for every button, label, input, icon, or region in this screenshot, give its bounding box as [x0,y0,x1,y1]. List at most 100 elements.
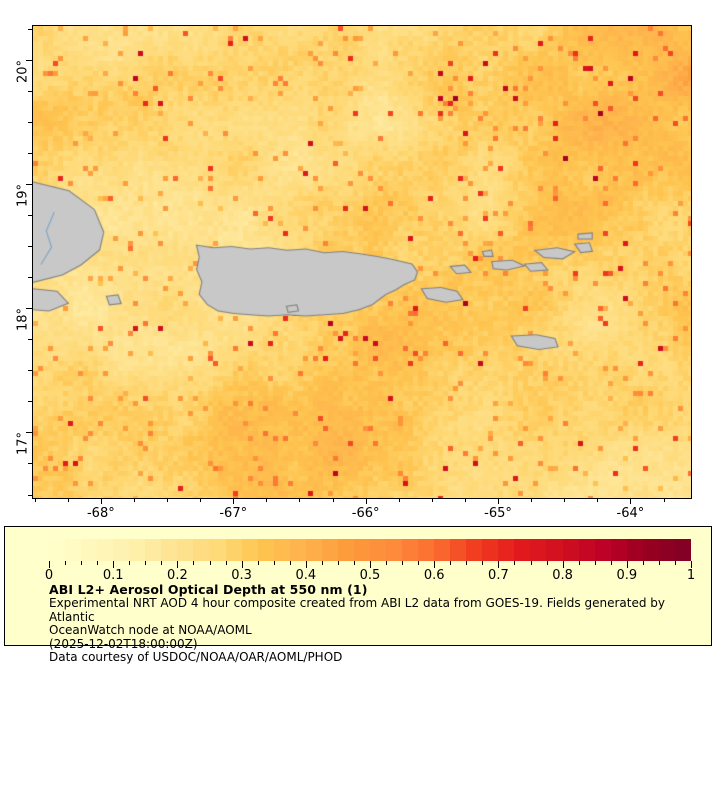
colorbar-swatch [385,539,403,561]
y-tick-minor [28,152,32,154]
colorbar-tick-major [49,561,50,568]
colorbar-tick-minor [145,561,147,565]
colorbar-swatch [418,539,435,561]
y-tick-major [26,59,32,61]
colorbar-tick-minor [402,561,404,565]
colorbar-swatch [466,539,483,561]
colorbar-tick-label: 0.5 [359,568,381,583]
colorbar-swatch [658,539,675,561]
colorbar-swatch [434,539,451,561]
x-tick-minor [266,498,268,502]
colorbar-tick-minor [386,561,388,565]
colorbar-swatch [225,539,242,561]
colorbar-swatch [626,539,643,561]
colorbar-swatch [241,539,258,561]
y-axis-label: 17° [15,432,31,456]
colorbar-tick-minor [674,561,676,565]
colorbar-swatch [273,539,290,561]
colorbar-tick-major [241,561,243,568]
colorbar-swatch [578,539,595,561]
colorbar-swatch [161,539,178,561]
colorbar-swatch [145,539,162,561]
x-tick-minor [597,498,599,502]
colorbar-tick-minor [353,561,355,565]
y-tick-minor [28,121,32,123]
colorbar-swatch [177,539,194,561]
colorbar-swatch [610,539,627,561]
legend-line-3: Data courtesy of USDOC/NOAA/OAR/AOML/PHO… [49,650,343,664]
y-tick-major [26,183,32,185]
colorbar-tick-minor [450,561,452,565]
x-axis-label: -64° [616,506,645,521]
colorbar-swatch [65,539,82,561]
aod-heatmap-canvas[interactable] [33,26,691,498]
x-axis-label: -68° [86,506,115,521]
colorbar-tick-label: 1 [686,568,696,583]
legend-line-0: Experimental NRT AOD 4 hour composite cr… [49,596,669,624]
x-tick-minor [464,498,466,502]
colorbar-tick-minor [578,561,580,565]
colorbar-swatch [305,539,322,561]
colorbar-tick-label: 0.4 [295,568,317,583]
colorbar-tick-label: 0.8 [552,568,573,583]
colorbar-tick-minor [530,561,532,565]
colorbar-swatch [321,539,338,561]
colorbar-swatch [498,539,515,561]
colorbar-swatch [530,539,547,561]
x-tick-minor [398,498,400,502]
legend-text-block: ABI L2+ Aerosol Optical Depth at 550 nm … [49,583,699,665]
x-tick-minor [133,498,135,502]
y-tick-minor [28,370,32,372]
colorbar-tick-minor [546,561,548,565]
x-tick-minor [34,498,36,502]
colorbar-tick-label: 0.7 [488,568,509,583]
colorbar[interactable] [49,539,691,561]
legend-line-1: OceanWatch node at NOAA/AOML [49,623,252,637]
x-tick-minor [431,498,433,502]
y-tick-minor [28,339,32,341]
aod-map-panel[interactable] [32,25,692,499]
colorbar-tick-minor [289,561,291,565]
y-tick-minor [28,401,32,403]
colorbar-tick-minor [658,561,660,565]
colorbar-swatch [562,539,579,561]
colorbar-tick-major [434,561,436,568]
colorbar-swatch [674,539,691,561]
x-tick-minor [200,498,202,502]
x-axis-label: -65° [484,506,512,521]
colorbar-tick-minor [273,561,275,565]
y-tick-major [26,308,32,310]
x-tick-major [498,498,500,504]
colorbar-tick-major [305,561,307,568]
colorbar-tick-label: 0 [44,568,54,583]
colorbar-tick-label: 0.2 [167,568,188,583]
colorbar-swatch [257,539,274,561]
colorbar-tick-minor [642,561,644,565]
y-tick-minor [28,246,32,248]
colorbar-swatch [81,539,98,561]
x-tick-major [365,498,367,504]
x-tick-major [233,498,235,504]
colorbar-swatch [97,539,114,561]
y-tick-minor [28,494,32,496]
y-tick-minor [28,277,32,279]
colorbar-tick-major [370,561,371,568]
colorbar-swatch [209,539,226,561]
y-axis-label: 18° [15,308,31,332]
y-tick-minor [28,90,32,92]
x-tick-minor [67,498,69,502]
colorbar-tick-minor [129,561,131,565]
colorbar-tick-major [113,561,115,568]
colorbar-tick-major [691,561,692,568]
y-tick-major [26,432,32,434]
legend-line-2: (2025-12-02T18:00:00Z) [49,636,198,651]
colorbar-tick-minor [257,561,259,565]
colorbar-swatch [49,539,66,561]
colorbar-swatch [289,539,306,561]
colorbar-tick-major [177,561,179,568]
colorbar-swatch [193,539,210,561]
y-tick-minor [28,463,32,465]
legend-panel: 0 0.1 0.2 0.3 0.4 0.5 0.6 0.7 0.8 0.9 1 ABI L2+ Ae… [4,526,712,664]
x-tick-minor [531,498,533,502]
x-axis-label: -67° [219,506,248,521]
